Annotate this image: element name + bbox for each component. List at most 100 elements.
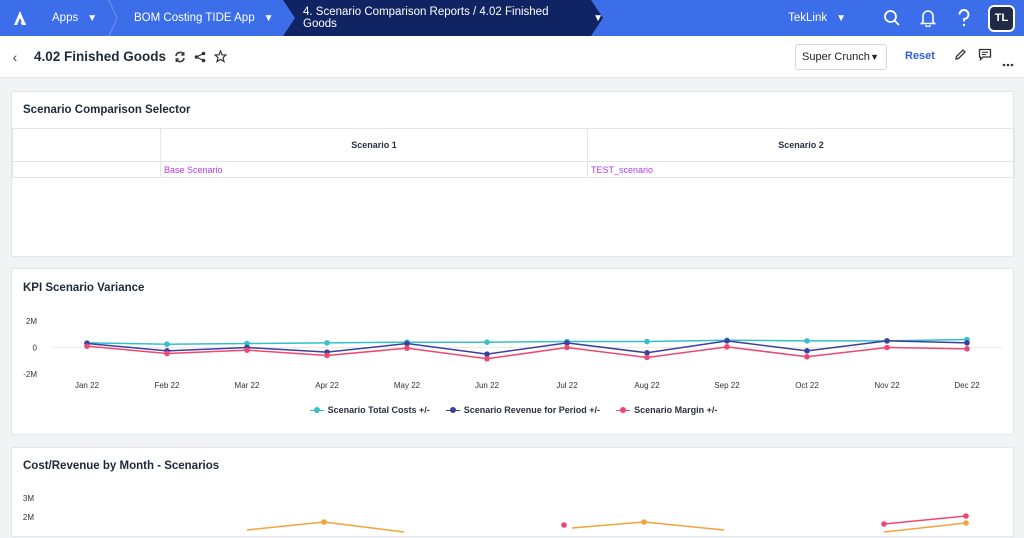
- data-point: [244, 340, 250, 347]
- chevron-down-icon: ▼: [593, 12, 603, 24]
- legend-marker: [445, 406, 460, 414]
- data-point: [963, 513, 969, 519]
- scenario-selector-card: Scenario Comparison Selector Scenario 1 …: [11, 91, 1015, 257]
- x-tick-label: Nov 22: [874, 381, 900, 390]
- y-tick-label: 2M: [26, 317, 37, 326]
- y-tick-label: 0: [33, 344, 38, 353]
- data-point: [244, 347, 250, 353]
- column-header-scenario-2: Scenario 2: [587, 128, 1015, 162]
- apps-label: Apps: [52, 12, 79, 24]
- x-tick-label: Sep 22: [714, 381, 740, 390]
- data-point: [804, 338, 810, 344]
- data-point: [881, 521, 887, 527]
- x-tick-label: Apr 22: [315, 381, 339, 390]
- series-line-red: [883, 515, 967, 525]
- workspace-label: TekLink: [788, 12, 828, 24]
- app-menu[interactable]: BOM Costing TIDE App ▼: [118, 0, 283, 36]
- data-point: [324, 340, 330, 346]
- apps-menu[interactable]: Apps ▼: [40, 0, 108, 36]
- data-point: [324, 352, 330, 359]
- user-avatar[interactable]: TL: [988, 4, 1015, 32]
- table-row: Base Scenario TEST_scenario: [12, 161, 1015, 178]
- series-line-orange: [883, 522, 967, 533]
- view-select-value: Super Crunch: [802, 51, 870, 63]
- reset-button[interactable]: Reset: [905, 50, 935, 62]
- legend-label: Scenario Revenue for Period +/-: [463, 405, 601, 415]
- legend-item[interactable]: Scenario Total Costs +/-: [309, 405, 430, 415]
- scenario-2-value[interactable]: TEST_scenario: [587, 161, 1015, 178]
- y-tick-label: 2M: [23, 513, 34, 522]
- chevron-down-icon: ▼: [263, 12, 274, 24]
- active-page-menu[interactable]: 4. Scenario Comparison Reports / 4.02 Fi…: [283, 0, 603, 36]
- data-point: [641, 519, 647, 525]
- x-tick-label: Oct 22: [795, 381, 819, 390]
- data-point: [724, 344, 730, 350]
- chevron-down-icon: ▼: [87, 12, 98, 24]
- legend-marker: [616, 406, 631, 414]
- data-point: [404, 340, 410, 347]
- data-point: [964, 346, 970, 352]
- y-tick-label: -2M: [23, 370, 37, 379]
- x-tick-label: Jan 22: [75, 381, 100, 390]
- x-tick-label: Jul 22: [556, 381, 578, 390]
- kpi-legend: Scenario Total Costs +/- Scenario Revenue…: [12, 405, 1015, 415]
- star-icon[interactable]: [214, 50, 228, 63]
- data-point: [164, 341, 170, 347]
- data-point: [964, 340, 970, 346]
- series-line-1: [86, 338, 968, 345]
- data-point: [564, 340, 570, 346]
- back-arrow-icon[interactable]: ‹: [12, 48, 18, 65]
- breadcrumb-separator: [108, 0, 118, 37]
- chevron-down-icon: ▼: [836, 12, 846, 24]
- comment-icon[interactable]: [978, 48, 992, 66]
- legend-item[interactable]: Scenario Margin +/-: [616, 405, 717, 415]
- edit-pencil-icon[interactable]: [954, 48, 967, 66]
- data-point: [804, 353, 810, 360]
- legend-label: Scenario Margin +/-: [634, 405, 718, 415]
- workspace-menu[interactable]: TekLink ▼: [788, 12, 846, 24]
- data-point: [484, 355, 490, 362]
- anaplan-logo-icon[interactable]: [0, 0, 40, 36]
- x-tick-label: Jun 22: [475, 381, 500, 390]
- data-point: [404, 345, 410, 351]
- scenario-selector-table: Scenario 1 Scenario 2 Base Scenario TEST…: [12, 128, 1015, 178]
- series-line-orange: [571, 521, 725, 531]
- data-point: [724, 338, 730, 344]
- share-icon[interactable]: [194, 51, 206, 63]
- selector-title: Scenario Comparison Selector: [23, 104, 191, 116]
- data-point: [84, 343, 90, 349]
- data-point: [884, 344, 890, 351]
- app-label: BOM Costing TIDE App: [134, 12, 255, 24]
- data-point: [963, 520, 969, 526]
- legend-marker: [309, 406, 324, 414]
- x-tick-label: May 22: [394, 381, 421, 390]
- series-line-3: [86, 345, 968, 360]
- more-options-icon[interactable]: [1002, 54, 1014, 72]
- data-point: [561, 522, 567, 528]
- scenario-1-value[interactable]: Base Scenario: [160, 161, 588, 178]
- search-icon[interactable]: [874, 0, 910, 36]
- data-point: [644, 354, 650, 361]
- help-icon[interactable]: [946, 0, 982, 36]
- data-point: [484, 339, 490, 345]
- refresh-icon[interactable]: [174, 51, 186, 63]
- kpi-line-chart: 2M 0 -2M Jan 22 Feb 22 Mar 22 Apr 22 May 22 Jun …: [23, 317, 1002, 390]
- active-page-label: 4. Scenario Comparison Reports / 4.02 Fi…: [303, 6, 549, 30]
- notification-bell-icon[interactable]: [910, 0, 946, 36]
- row-header-cell: [12, 161, 161, 178]
- view-select[interactable]: Super Crunch ▼: [795, 44, 887, 70]
- x-tick-label: Mar 22: [235, 381, 260, 390]
- x-tick-label: Aug 22: [634, 381, 660, 390]
- chevron-down-icon: ▼: [870, 52, 879, 62]
- top-navigation-bar: Apps ▼ BOM Costing TIDE App ▼ 4. Scenari…: [0, 0, 1024, 37]
- series-line-2: [86, 340, 968, 355]
- data-point: [321, 519, 327, 525]
- page-header: ‹ 4.02 Finished Goods Super Crunch ▼ Res…: [0, 36, 1024, 78]
- data-point: [884, 338, 890, 344]
- legend-item[interactable]: Scenario Revenue for Period +/-: [445, 405, 601, 415]
- table-corner-cell: [12, 128, 161, 162]
- column-header-scenario-1: Scenario 1: [160, 128, 588, 162]
- data-point: [804, 348, 810, 354]
- data-point: [564, 344, 570, 351]
- kpi-title: KPI Scenario Variance: [23, 282, 145, 294]
